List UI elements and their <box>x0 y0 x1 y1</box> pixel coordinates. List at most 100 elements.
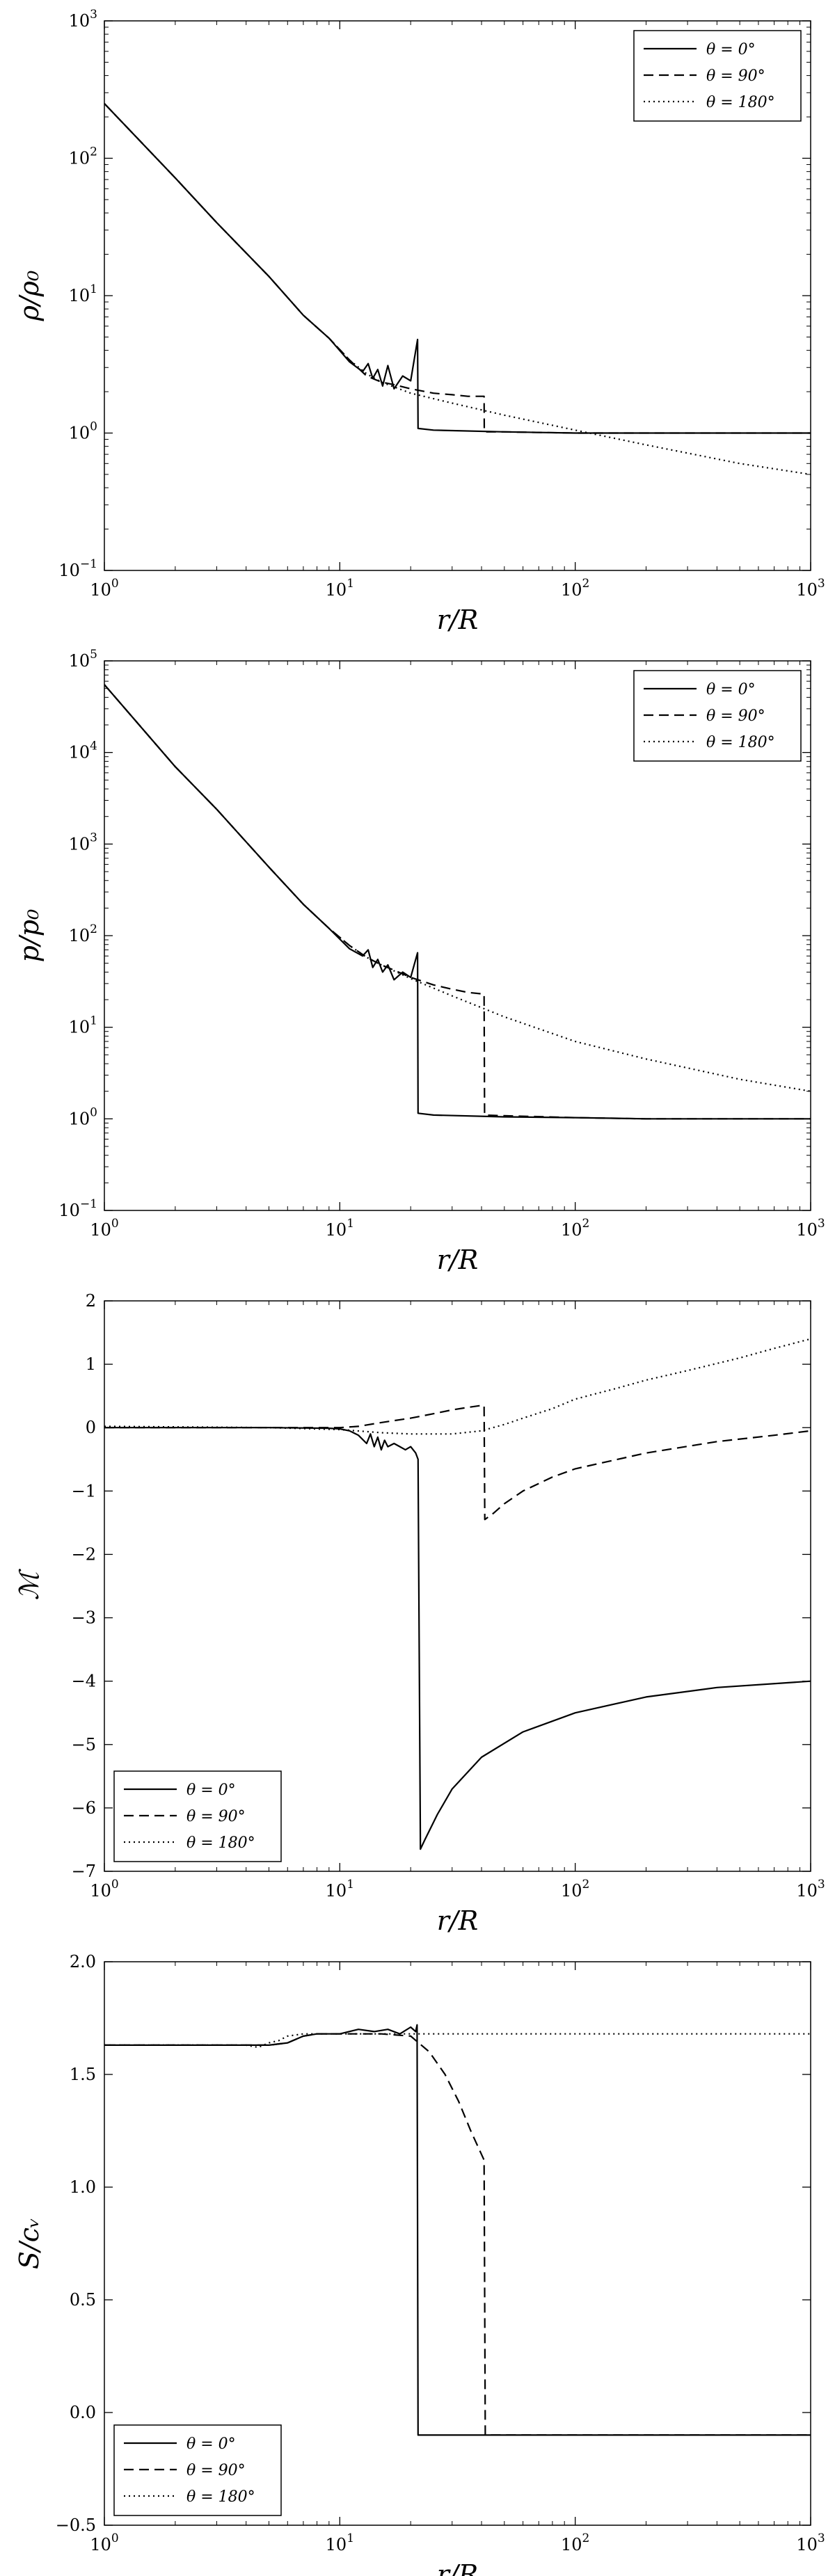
y-tick-label: 103 <box>69 8 97 31</box>
series-line-dotted <box>104 103 811 476</box>
legend-entry: θ = 180° <box>186 2488 255 2506</box>
x-axis-label: r/R <box>437 2559 479 2576</box>
legend-entry: θ = 0° <box>706 41 756 58</box>
x-tick-label: 100 <box>90 577 118 600</box>
y-tick-label: −0.5 <box>56 2515 96 2535</box>
y-tick-label: 101 <box>69 1014 97 1037</box>
x-tick-exponent: 0 <box>111 2531 119 2545</box>
y-tick-base: 10 <box>69 11 90 31</box>
plot-frame <box>104 1300 811 1872</box>
y-tick-exponent: 1 <box>90 282 97 296</box>
y-tick-label: 1.0 <box>70 2177 96 2197</box>
y-tick-label: 102 <box>69 145 97 168</box>
legend-entry: θ = 180° <box>706 94 775 111</box>
y-tick-label: 100 <box>69 1105 97 1128</box>
series-line-dashed <box>104 684 811 1120</box>
y-tick-base: 10 <box>69 1018 90 1037</box>
y-tick-label: 0.5 <box>70 2290 96 2310</box>
y-tick-base: 10 <box>58 561 80 580</box>
y-tick-label: 103 <box>69 831 97 854</box>
series-group <box>104 2024 811 2436</box>
y-tick-label: 10−1 <box>58 1197 97 1220</box>
y-tick-exponent: 0 <box>90 420 97 434</box>
legend-entry: θ = 0° <box>706 681 756 698</box>
x-tick-label: 103 <box>796 2531 825 2554</box>
series-line-dashed <box>104 103 811 434</box>
x-tick-label: 102 <box>561 1217 589 1240</box>
x-tick-label: 102 <box>561 2531 589 2554</box>
x-tick-exponent: 1 <box>347 1878 354 1891</box>
x-tick-exponent: 2 <box>582 2531 590 2545</box>
x-tick-base: 10 <box>326 1881 347 1901</box>
x-tick-label: 101 <box>326 577 354 600</box>
y-tick-base: 10 <box>69 743 90 762</box>
series-line-solid <box>104 103 811 434</box>
legend-entry: θ = 90° <box>706 707 765 725</box>
y-axis-label: ℳ <box>14 1568 45 1600</box>
y-tick-label: 0.0 <box>70 2403 96 2422</box>
series-line-dotted <box>104 2033 811 2049</box>
x-tick-label: 102 <box>561 1878 589 1901</box>
x-tick-base: 10 <box>90 580 111 600</box>
x-tick-label: 101 <box>326 2531 354 2554</box>
y-tick-exponent: 3 <box>90 831 97 845</box>
x-tick-base: 10 <box>326 1220 347 1240</box>
series-group <box>104 1338 811 1850</box>
y-tick-label: 102 <box>69 922 97 945</box>
x-tick-base: 10 <box>796 1881 818 1901</box>
x-tick-label: 103 <box>796 1217 825 1240</box>
legend-entry: θ = 90° <box>706 67 765 85</box>
x-tick-label: 102 <box>561 577 589 600</box>
x-tick-exponent: 1 <box>347 1217 354 1231</box>
x-tick-base: 10 <box>90 1220 111 1240</box>
y-tick-label: −4 <box>72 1672 96 1691</box>
series-line-solid <box>104 2024 811 2436</box>
x-tick-exponent: 0 <box>111 577 119 591</box>
series-line-dashed <box>104 1405 811 1521</box>
x-tick-base: 10 <box>326 2535 347 2554</box>
y-tick-exponent: 4 <box>90 739 97 753</box>
x-tick-exponent: 0 <box>111 1217 119 1231</box>
y-tick-exponent: 0 <box>90 1105 97 1119</box>
x-tick-exponent: 0 <box>111 1878 119 1891</box>
x-axis-label: r/R <box>437 1905 479 1936</box>
y-tick-exponent: −1 <box>80 557 97 571</box>
y-tick-label: −5 <box>72 1735 96 1754</box>
x-tick-exponent: 3 <box>818 577 825 591</box>
x-axis-label: r/R <box>437 1245 479 1275</box>
legend: θ = 0° θ = 90° θ = 180° <box>633 30 802 122</box>
y-tick-label: 101 <box>69 282 97 305</box>
x-tick-base: 10 <box>90 1881 111 1901</box>
x-tick-label: 101 <box>326 1878 354 1901</box>
legend: θ = 0° θ = 90° θ = 180° <box>113 1770 282 1862</box>
y-tick-base: 10 <box>69 651 90 671</box>
y-tick-base: 10 <box>69 149 90 168</box>
y-tick-exponent: 3 <box>90 8 97 22</box>
legend-entry: θ = 0° <box>186 1782 236 1799</box>
y-tick-base: 10 <box>58 1201 80 1220</box>
y-tick-label: 0 <box>86 1418 96 1437</box>
y-tick-base: 10 <box>69 424 90 443</box>
x-tick-exponent: 3 <box>818 1878 825 1891</box>
series-line-solid <box>104 1427 811 1850</box>
y-axis-label: ρ/ρ₀ <box>14 271 45 322</box>
y-tick-label: 1.5 <box>70 2065 96 2084</box>
x-tick-label: 100 <box>90 1217 118 1240</box>
legend-entry: θ = 180° <box>706 734 775 751</box>
x-tick-base: 10 <box>561 1220 582 1240</box>
x-tick-base: 10 <box>561 580 582 600</box>
y-tick-label: 1 <box>86 1354 96 1374</box>
series-group <box>104 103 811 476</box>
y-tick-label: 2 <box>86 1291 96 1311</box>
y-tick-exponent: 1 <box>90 1014 97 1028</box>
x-tick-base: 10 <box>561 1881 582 1901</box>
x-tick-base: 10 <box>90 2535 111 2554</box>
y-tick-exponent: −1 <box>80 1197 97 1211</box>
x-tick-exponent: 2 <box>582 1217 590 1231</box>
x-tick-exponent: 2 <box>582 1878 590 1891</box>
y-axis-label: S/cᵥ <box>14 2218 45 2269</box>
x-tick-label: 103 <box>796 1878 825 1901</box>
chart-panel-2: 100 101 102 10310−1100101102103104105r/Rp/p… <box>14 648 825 1275</box>
